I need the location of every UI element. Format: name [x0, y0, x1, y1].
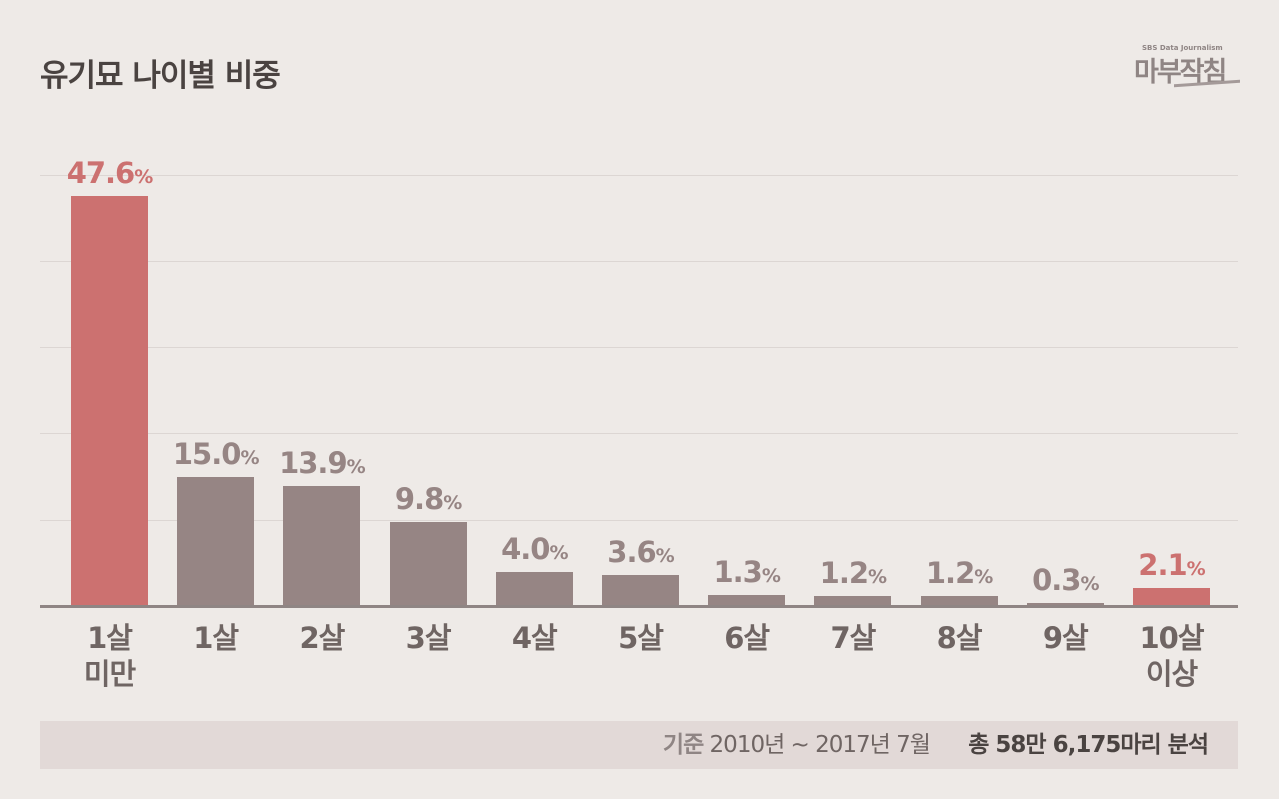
bar — [495, 571, 573, 606]
bar-value-label: 2.1% — [1112, 548, 1232, 582]
bar-value: 15.0 — [172, 436, 242, 471]
category-label: 1살 미만 — [55, 620, 165, 692]
bar — [283, 486, 361, 606]
bar — [708, 594, 786, 606]
bar-value-label: 1.2% — [899, 556, 1019, 590]
bar-value: 47.6 — [66, 155, 136, 190]
bar-value-unit: % — [549, 541, 568, 564]
gridline — [40, 261, 1238, 262]
bar-value-label: 13.9% — [262, 446, 382, 480]
category-label-line1: 7살 — [830, 621, 876, 655]
bar-value-label: 0.3% — [1005, 563, 1125, 597]
x-axis-line — [40, 605, 1238, 608]
bar-value: 2.1 — [1138, 547, 1187, 582]
category-label-line2: 이상 — [1145, 657, 1198, 691]
category-label-line1: 10살 — [1139, 621, 1204, 655]
category-label: 2살 — [267, 620, 377, 656]
bar-value-unit: % — [655, 544, 675, 567]
bar-value: 0.3 — [1032, 563, 1081, 598]
bar-value-label: 3.6% — [581, 535, 701, 569]
logo: SBS Data Journalism 마부작침 — [1134, 44, 1242, 90]
bar-value: 1.3 — [713, 554, 762, 589]
category-label-line1: 6살 — [724, 621, 770, 655]
bar-value-unit: % — [134, 165, 153, 188]
bar-value-label: 4.0% — [474, 532, 594, 566]
bar — [71, 195, 148, 606]
bar-value-unit: % — [346, 456, 366, 479]
bar-value-label: 1.2% — [793, 556, 913, 590]
gridline — [40, 433, 1238, 434]
category-label-line1: 9살 — [1042, 621, 1089, 655]
footer-bar: 기준 2010년 ~ 2017년 7월 총 58만 6,175마리 분석 — [40, 721, 1238, 769]
category-label-line2: 미만 — [83, 657, 136, 691]
gridline — [40, 520, 1238, 521]
bar-value-label: 9.8% — [368, 482, 488, 516]
category-label: 9살 — [1010, 620, 1120, 656]
chart-title: 유기묘 나이별 비중 — [40, 58, 281, 94]
bar-value: 13.9 — [279, 446, 348, 481]
bar-value: 3.6 — [607, 534, 656, 569]
footer-text: 기준 2010년 ~ 2017년 7월 총 58만 6,175마리 분석 — [662, 721, 1209, 769]
bar-value-unit: % — [868, 565, 887, 588]
category-label: 5살 — [586, 620, 696, 656]
category-label: 7살 — [798, 620, 908, 656]
bar-value-unit: % — [240, 446, 259, 469]
category-label: 4살 — [479, 620, 589, 656]
bar-value: 9.8 — [394, 481, 444, 516]
footer-total: 총 58만 6,175마리 분석 — [968, 732, 1209, 758]
bar-value: 1.2 — [819, 555, 869, 590]
bar — [389, 521, 467, 606]
category-label-line1: 2살 — [299, 621, 345, 655]
category-label-line1: 1살 — [193, 621, 239, 655]
bar-value: 4.0 — [501, 531, 550, 566]
gridline — [40, 347, 1238, 348]
bar-value-label: 47.6% — [50, 156, 170, 190]
category-label-line1: 5살 — [618, 621, 664, 655]
category-label: 1살 — [161, 620, 271, 656]
bar — [602, 574, 679, 606]
bar-value: 1.2 — [925, 555, 975, 590]
bar-value-unit: % — [1080, 573, 1099, 596]
bar — [920, 595, 998, 606]
bar-value-label: 1.3% — [687, 555, 807, 589]
category-label: 10살 이상 — [1117, 620, 1227, 692]
logo-subtitle: SBS Data Journalism — [1142, 44, 1223, 52]
footer-basis-period: 2010년 ~ 2017년 7월 — [709, 732, 931, 758]
bar-value-unit: % — [761, 564, 781, 587]
bar — [1133, 587, 1210, 606]
bar-value-unit: % — [1186, 557, 1206, 580]
bar-value-unit: % — [974, 565, 993, 588]
category-label: 6살 — [692, 620, 802, 656]
bar-value-unit: % — [443, 491, 462, 514]
category-label-line1: 4살 — [511, 621, 558, 655]
category-label: 8살 — [904, 620, 1014, 656]
bar — [1026, 603, 1104, 606]
bar-value-label: 15.0% — [156, 437, 276, 471]
gridline — [40, 175, 1238, 176]
category-label-line1: 3살 — [405, 621, 452, 655]
footer-basis-key: 기준 — [662, 732, 704, 758]
category-label-line1: 1살 — [87, 621, 133, 655]
category-label-line1: 8살 — [936, 621, 983, 655]
category-label: 3살 — [373, 620, 483, 656]
bar — [814, 595, 892, 606]
bar — [177, 476, 255, 606]
